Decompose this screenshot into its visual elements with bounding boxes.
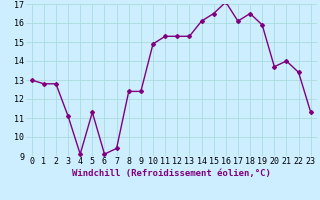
X-axis label: Windchill (Refroidissement éolien,°C): Windchill (Refroidissement éolien,°C) — [72, 169, 271, 178]
